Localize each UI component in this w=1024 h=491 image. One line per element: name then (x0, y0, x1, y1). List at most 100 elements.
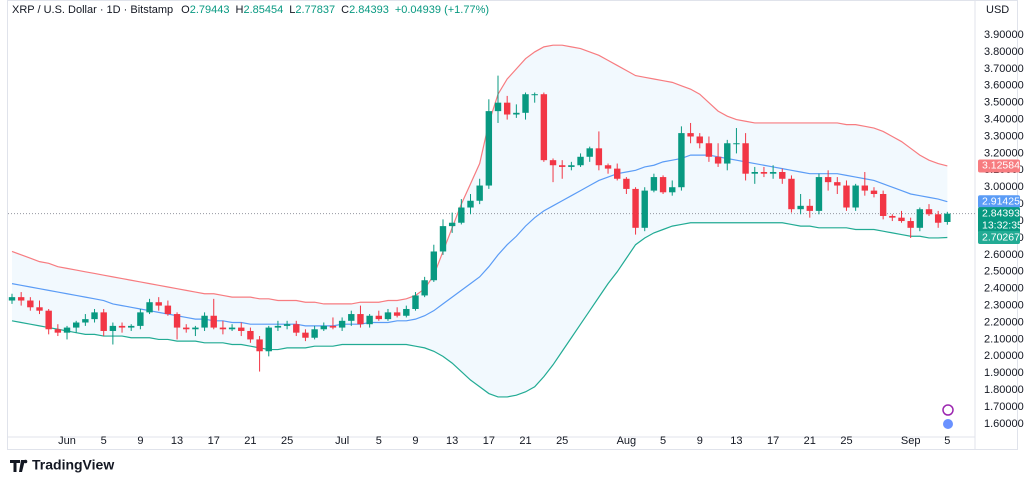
y-tick-label: 3.00000 (984, 181, 1024, 193)
candle-body (173, 314, 181, 328)
price-tag-label: 2.91425 (982, 196, 1020, 208)
candle-body (403, 308, 410, 316)
x-tick-label: Jul (335, 435, 349, 447)
y-tick-label: 2.20000 (984, 316, 1024, 328)
candle-body (549, 160, 557, 166)
candle-body (384, 312, 392, 320)
candle-body (274, 325, 282, 328)
candle-body (678, 133, 685, 188)
band-fill (12, 45, 948, 397)
candle-body (879, 193, 887, 216)
x-tick-label: Sep (901, 435, 921, 447)
candle-body (256, 339, 263, 352)
candle-body (852, 185, 859, 208)
candle-body (650, 177, 658, 191)
candle-body (338, 320, 346, 328)
candle-body (219, 327, 227, 330)
price-tag-label: 2.84393 (982, 207, 1020, 219)
candle-body (577, 156, 584, 166)
y-tick-label: 2.30000 (984, 300, 1024, 312)
candle-body (72, 322, 80, 328)
candle-body (458, 207, 465, 223)
currency-label: USD (986, 4, 1009, 16)
candle-body (889, 215, 896, 218)
candle-body (448, 222, 456, 227)
ohlc-value: 2.79443 (190, 4, 230, 16)
candle-body (540, 94, 548, 161)
chart-header: XRP / U.S. Dollar · 1D · Bitstamp O2.7944… (12, 4, 489, 16)
candle-body (733, 143, 740, 145)
y-tick-label: 2.60000 (984, 249, 1024, 261)
ohlc-label: O (181, 4, 190, 16)
candle-body (522, 94, 529, 113)
candle-body (696, 136, 703, 144)
price-tag (978, 231, 1020, 245)
candle-body (164, 305, 172, 315)
x-tick-label: 13 (446, 435, 458, 447)
x-tick-label: 13 (730, 435, 742, 447)
ohlc-value: 2.77837 (295, 4, 335, 16)
candle-body (357, 314, 364, 325)
candle-body (797, 205, 804, 210)
x-tick-label: 9 (412, 435, 418, 447)
tradingview-logo (10, 459, 28, 472)
candle-body (45, 310, 52, 330)
candle-body (283, 324, 291, 326)
candle-body (641, 190, 648, 228)
brand-name: TradingView (32, 457, 114, 473)
x-tick-label: 9 (137, 435, 143, 447)
change-value: +0.04939 (+1.77%) (395, 4, 489, 16)
x-tick-label: 25 (840, 435, 852, 447)
candle-body (128, 325, 135, 328)
price-tag-label: 3.12584 (982, 160, 1020, 172)
y-tick-label: 3.60000 (984, 80, 1024, 92)
price-tag (978, 159, 1020, 173)
candle-body (705, 143, 713, 157)
ohlc-value: 2.85454 (243, 4, 283, 16)
candle-body (36, 307, 43, 311)
candle-body (27, 300, 34, 308)
x-tick-label: 5 (660, 435, 666, 447)
x-tick-label: 17 (767, 435, 779, 447)
candle-body (485, 111, 493, 186)
candle-body (751, 172, 758, 174)
x-tick-label: 9 (697, 435, 703, 447)
candle-body (366, 315, 373, 325)
candle-body (531, 94, 538, 96)
candle-body (632, 188, 639, 228)
candle-body (375, 315, 382, 320)
candle-body (898, 217, 905, 222)
x-tick-label: 5 (944, 435, 950, 447)
candle-body (806, 205, 813, 211)
candle-body (265, 327, 272, 352)
ohlc-label: H (236, 4, 244, 16)
ohlc-value: 2.84393 (349, 4, 389, 16)
x-tick-label: Jun (58, 435, 76, 447)
candle-body (17, 297, 25, 301)
x-tick-label: 5 (376, 435, 382, 447)
candle-body (109, 325, 117, 331)
candle-body (476, 185, 483, 201)
y-tick-label: 3.50000 (984, 97, 1024, 109)
y-tick-label: 2.40000 (984, 283, 1024, 295)
band-line (11, 222, 948, 398)
candle-body (201, 315, 208, 328)
candle-body (760, 172, 768, 174)
x-tick-label: 17 (483, 435, 495, 447)
candle-body (393, 312, 401, 316)
candle-body (843, 185, 850, 208)
candle-body (559, 165, 566, 167)
y-tick-label: 3.90000 (984, 29, 1024, 41)
candle-body (421, 280, 428, 296)
candle-body (907, 221, 914, 228)
candle-body (614, 168, 621, 179)
candle-body (568, 165, 575, 167)
candle-body (320, 325, 327, 330)
candle-body (146, 302, 153, 313)
x-tick-label: 25 (556, 435, 568, 447)
x-tick-label: 25 (281, 435, 293, 447)
candle-body (659, 177, 667, 193)
candle-body (669, 187, 676, 193)
ohlc-label: C (341, 4, 349, 16)
candle-body (513, 112, 520, 115)
